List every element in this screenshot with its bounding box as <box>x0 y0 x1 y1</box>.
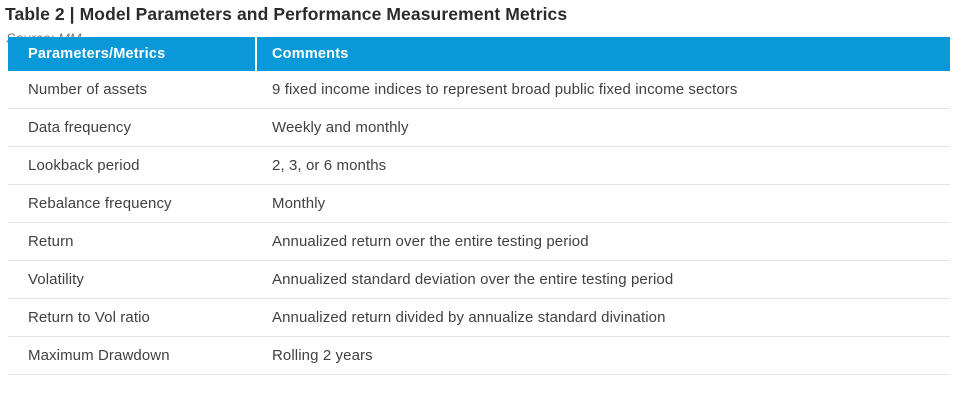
table-row: Volatility Annualized standard deviation … <box>8 261 950 299</box>
parameter-cell: Return <box>28 233 74 250</box>
comment-cell: Annualized return over the entire testin… <box>272 233 589 250</box>
table-header-row: Parameters/Metrics Comments <box>8 37 950 71</box>
comment-cell: Annualized return divided by annualize s… <box>272 309 666 326</box>
column-header-comments: Comments <box>272 46 349 62</box>
table-row: Return to Vol ratio Annualized return div… <box>8 299 950 337</box>
parameter-cell: Rebalance frequency <box>28 195 172 212</box>
table-row: Rebalance frequency Monthly <box>8 185 950 223</box>
parameter-cell: Lookback period <box>28 157 140 174</box>
comment-cell: Rolling 2 years <box>272 347 373 364</box>
table-body: Number of assets 9 fixed income indices t… <box>8 71 950 375</box>
comment-cell: Monthly <box>272 195 326 212</box>
table-row: Return Annualized return over the entire … <box>8 223 950 261</box>
comment-cell: 9 fixed income indices to represent broa… <box>272 81 738 98</box>
column-header-parameters: Parameters/Metrics <box>8 37 257 71</box>
parameter-cell: Data frequency <box>28 119 132 136</box>
table-row: Maximum Drawdown Rolling 2 years <box>8 337 950 375</box>
parameter-cell: Volatility <box>28 271 85 288</box>
parameter-cell: Maximum Drawdown <box>28 347 170 364</box>
table-row: Lookback period 2, 3, or 6 months <box>8 147 950 185</box>
parameter-cell: Number of assets <box>28 81 148 98</box>
table-title: Table 2 | Model Parameters and Performan… <box>5 4 568 24</box>
parameters-table: Parameters/Metrics Comments Number of as… <box>8 37 950 375</box>
parameter-cell: Return to Vol ratio <box>28 309 150 326</box>
comment-cell: Weekly and monthly <box>272 119 409 136</box>
table-row: Data frequency Weekly and monthly <box>8 109 950 147</box>
table-row: Number of assets 9 fixed income indices t… <box>8 71 950 109</box>
comment-cell: Annualized standard deviation over the e… <box>272 271 674 288</box>
comment-cell: 2, 3, or 6 months <box>272 157 387 174</box>
